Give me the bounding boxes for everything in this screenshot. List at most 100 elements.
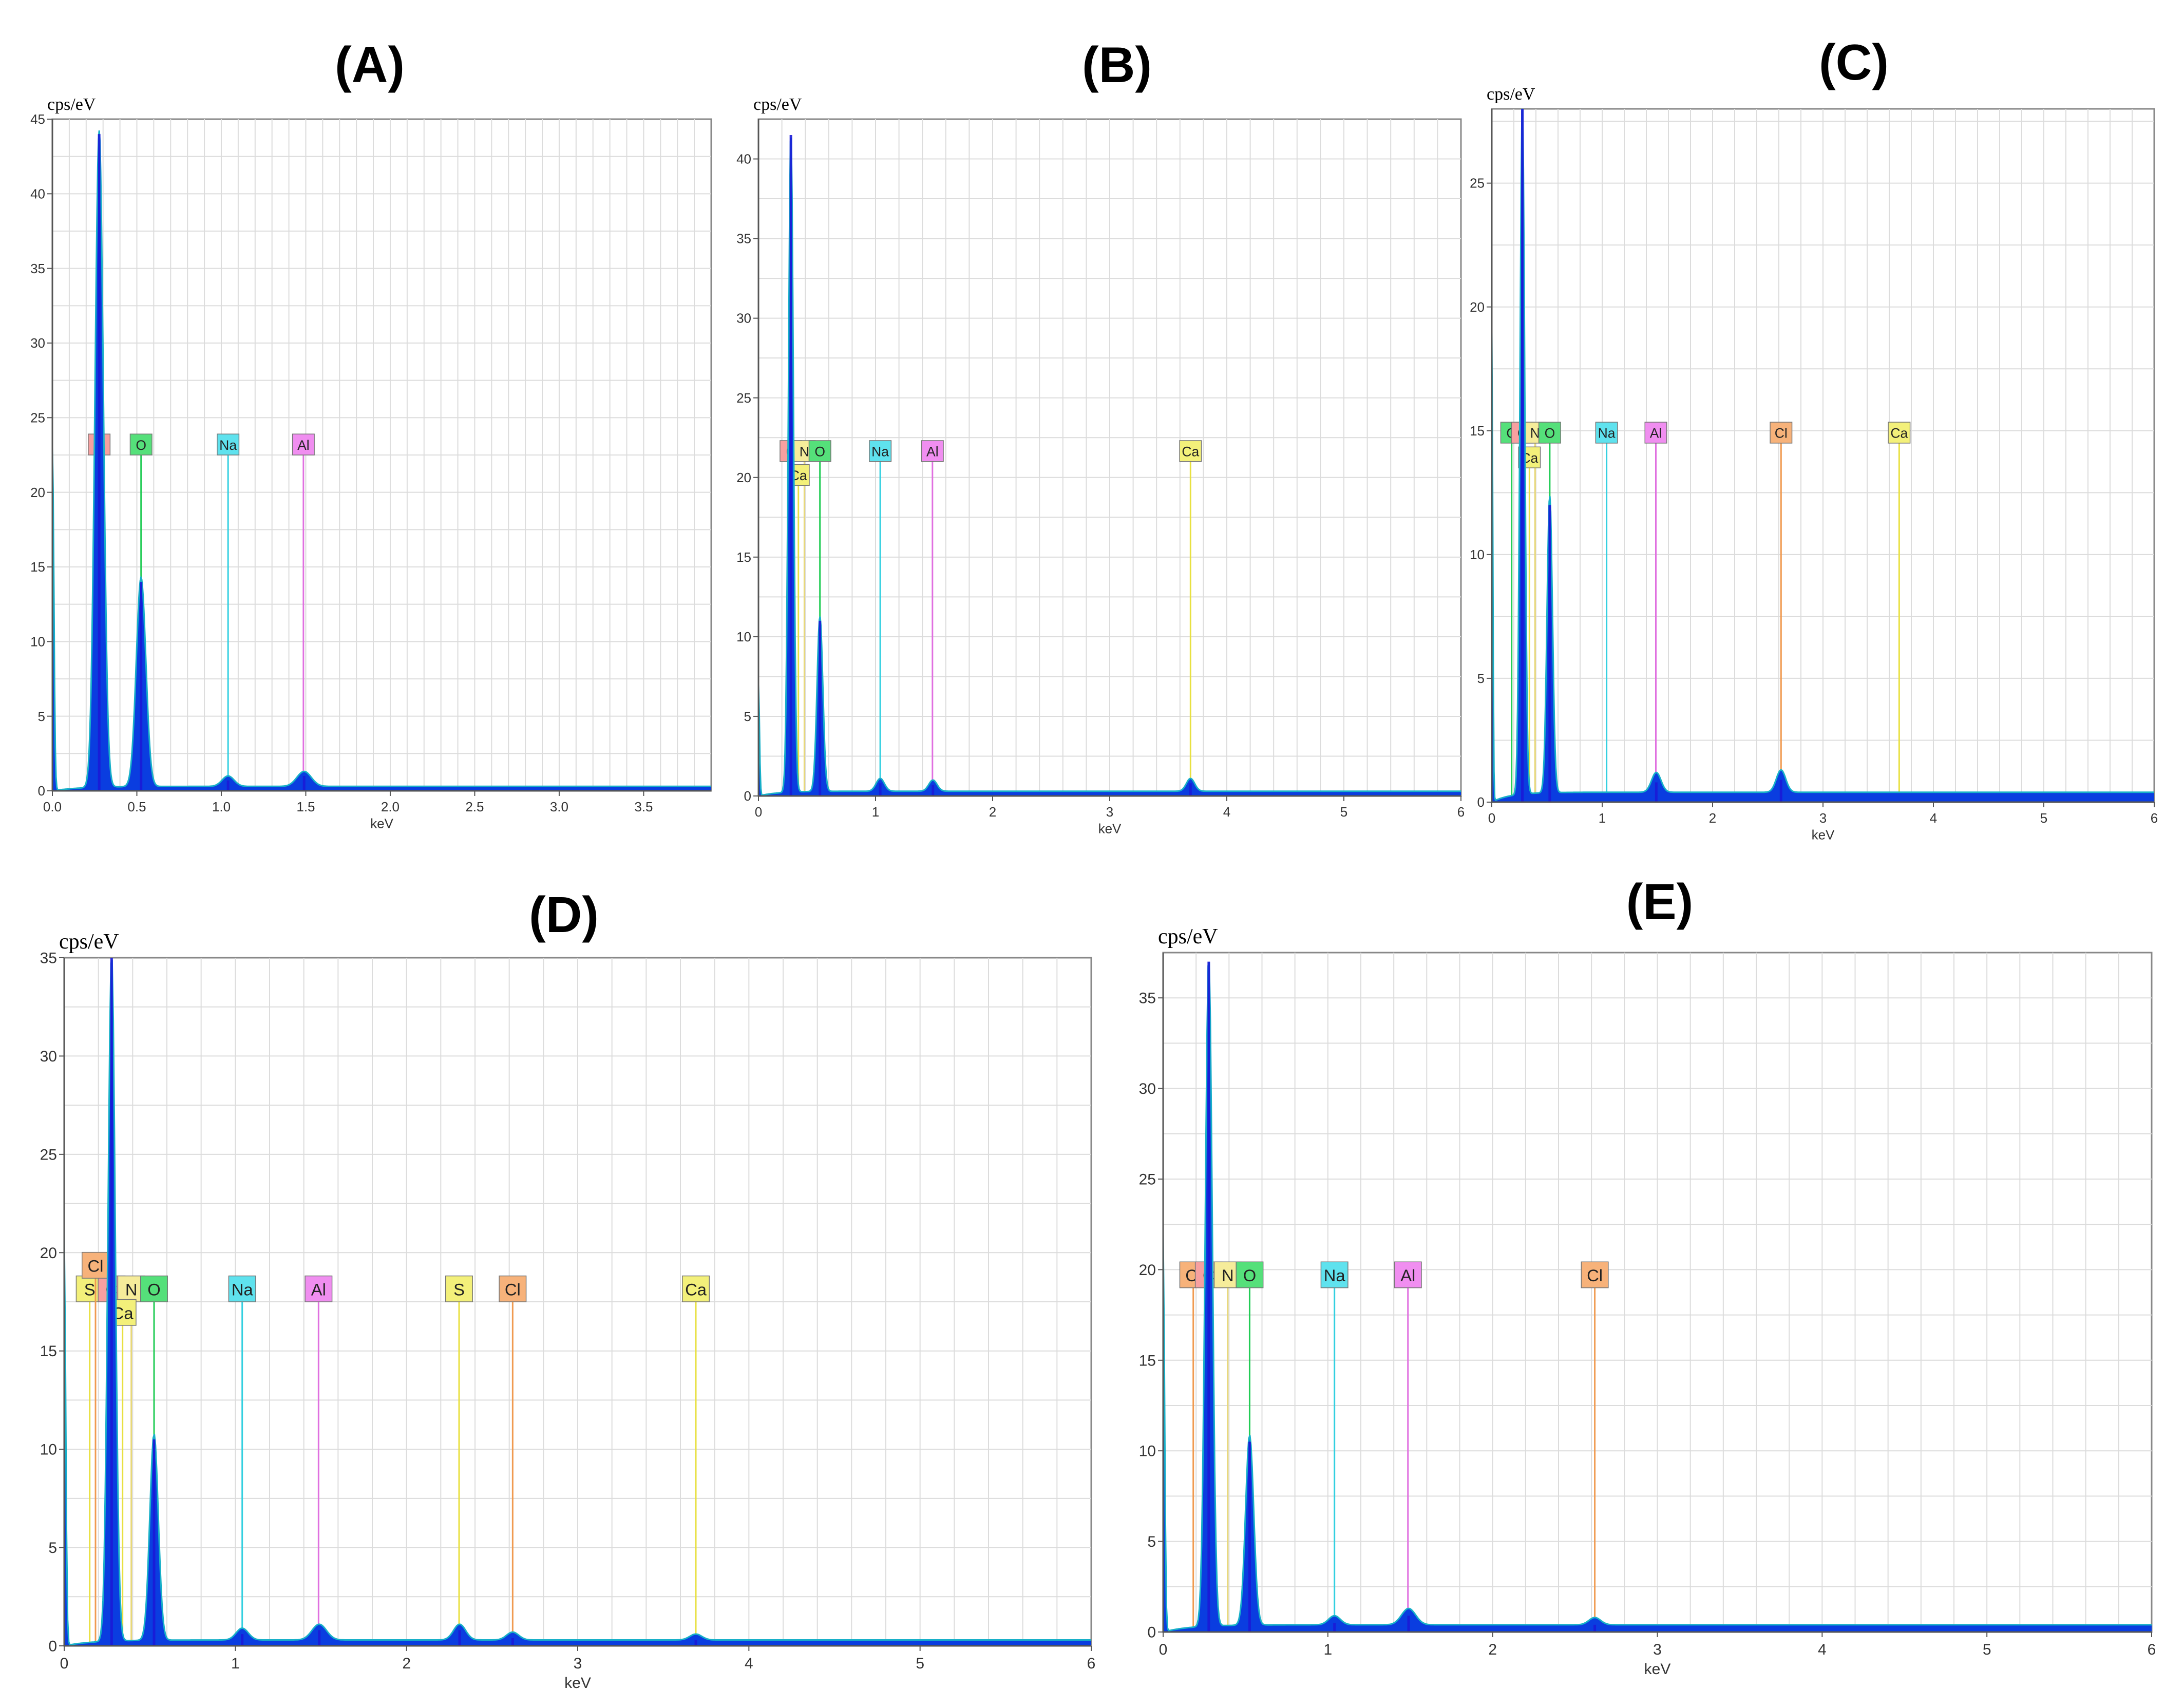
x-tick-label: 2: [1709, 810, 1716, 826]
panel-title: (A): [335, 36, 405, 93]
x-axis-label: keV: [370, 815, 393, 831]
y-tick-label: 0: [1147, 1624, 1156, 1641]
element-label-box-ca: [1888, 422, 1911, 444]
element-label-n: N: [1530, 426, 1540, 441]
x-axis-label: keV: [1812, 827, 1835, 842]
y-axis-label: cps/eV: [47, 95, 96, 114]
x-tick-label: 0.0: [43, 799, 62, 814]
x-tick-label: 2: [989, 804, 996, 820]
y-tick-label: 40: [30, 186, 45, 201]
x-tick-label: 1: [1599, 810, 1606, 826]
y-tick-label: 10: [736, 629, 751, 644]
x-tick-label: 5: [1983, 1641, 1991, 1658]
spectrum-line: [1162, 962, 2152, 1631]
element-label-box-na: [1595, 422, 1618, 444]
x-axis-label: keV: [1098, 821, 1122, 836]
y-tick-label: 35: [736, 231, 751, 246]
x-tick-label: 0: [60, 1655, 69, 1672]
y-tick-label: 10: [1470, 547, 1485, 562]
x-tick-label: 1: [872, 804, 879, 820]
element-label-box-na: [869, 440, 892, 462]
element-label-o: O: [1243, 1266, 1256, 1285]
element-label-box-cl: [1581, 1261, 1609, 1288]
y-tick-label: 35: [30, 261, 45, 276]
element-label-al: Al: [1400, 1266, 1415, 1285]
element-label-o: O: [814, 444, 825, 460]
element-label-box-na: [1320, 1261, 1349, 1288]
element-label-na: Na: [1324, 1266, 1346, 1285]
x-tick-label: 2.0: [381, 799, 400, 814]
y-tick-label: 15: [736, 549, 751, 565]
y-tick-label: 15: [1139, 1352, 1156, 1369]
element-label-na: Na: [1598, 426, 1616, 441]
y-axis-label: cps/eV: [1487, 85, 1535, 104]
x-tick-label: 4: [745, 1655, 753, 1672]
y-tick-label: 15: [40, 1343, 57, 1360]
element-label-ca: Ca: [1890, 426, 1908, 441]
element-label-o: O: [136, 438, 146, 453]
element-label-box-o: [1236, 1261, 1264, 1288]
y-tick-label: 30: [736, 311, 751, 326]
y-axis-label: cps/eV: [1158, 925, 1218, 948]
grid: [64, 958, 1091, 1646]
x-tick-label: 2: [1488, 1641, 1497, 1658]
element-label-box-o: [129, 433, 153, 456]
element-label-box-na: [217, 433, 240, 456]
element-label-box-ca: [682, 1275, 710, 1302]
y-tick-label: 20: [1470, 299, 1485, 315]
x-tick-label: 3: [1106, 804, 1113, 820]
y-tick-label: 25: [40, 1146, 57, 1163]
element-label-na: Na: [232, 1280, 254, 1299]
y-axis-label: cps/eV: [59, 930, 119, 954]
x-tick-label: 3: [1653, 1641, 1662, 1658]
panel-title: (E): [1626, 874, 1694, 930]
x-tick-label: 4: [1930, 810, 1937, 826]
y-tick-label: 5: [1147, 1533, 1156, 1550]
y-tick-label: 10: [40, 1441, 57, 1458]
y-tick-label: 0: [744, 788, 751, 804]
y-tick-label: 5: [1477, 671, 1485, 686]
x-axis-label: keV: [564, 1675, 591, 1692]
y-tick-label: 45: [30, 111, 45, 127]
y-tick-label: 20: [736, 470, 751, 485]
x-tick-label: 1.0: [212, 799, 231, 814]
x-tick-label: 0.5: [127, 799, 146, 814]
element-label-box-cl: [1770, 422, 1793, 444]
x-tick-label: 1.5: [296, 799, 315, 814]
panel-title: (C): [1819, 34, 1889, 90]
y-tick-label: 30: [1139, 1080, 1156, 1097]
spectrum-line: [757, 137, 1461, 796]
element-label-box-al: [921, 440, 944, 462]
element-label-s: S: [453, 1280, 465, 1299]
eds-panel-b: (B)cps/eVkeV01234560510152025303540CNONa…: [736, 36, 1465, 836]
element-label-box-o: [1538, 422, 1561, 444]
x-tick-label: 6: [1457, 804, 1465, 820]
y-tick-label: 5: [48, 1540, 57, 1557]
x-tick-label: 5: [1340, 804, 1347, 820]
element-label-box-cl: [82, 1251, 109, 1279]
y-tick-label: 35: [1139, 990, 1156, 1007]
element-label-o: O: [147, 1280, 160, 1299]
eds-panel-d: (D)cps/eVkeV012345605101520253035SCNONaA…: [40, 886, 1096, 1692]
x-tick-label: 3: [1819, 810, 1827, 826]
y-tick-label: 5: [744, 709, 751, 724]
y-tick-label: 20: [30, 485, 45, 500]
spectrum-line: [63, 959, 1091, 1646]
element-label-cl: Cl: [88, 1256, 104, 1275]
y-axis-label: cps/eV: [753, 95, 802, 114]
x-axis-label: keV: [1644, 1661, 1671, 1678]
element-label-al: Al: [1650, 426, 1662, 441]
element-label-box-al: [1644, 422, 1667, 444]
x-tick-label: 3.0: [550, 799, 568, 814]
spectrum-line: [1491, 108, 2154, 801]
element-label-na: Na: [219, 438, 237, 453]
x-tick-label: 0: [1159, 1641, 1168, 1658]
y-tick-label: 25: [736, 390, 751, 406]
element-label-al: Al: [297, 438, 310, 453]
x-tick-label: 1: [1323, 1641, 1332, 1658]
element-label-al: Al: [311, 1280, 326, 1299]
spectrum-line: [51, 130, 711, 791]
x-tick-label: 5: [2040, 810, 2047, 826]
element-label-box-na: [228, 1275, 256, 1302]
